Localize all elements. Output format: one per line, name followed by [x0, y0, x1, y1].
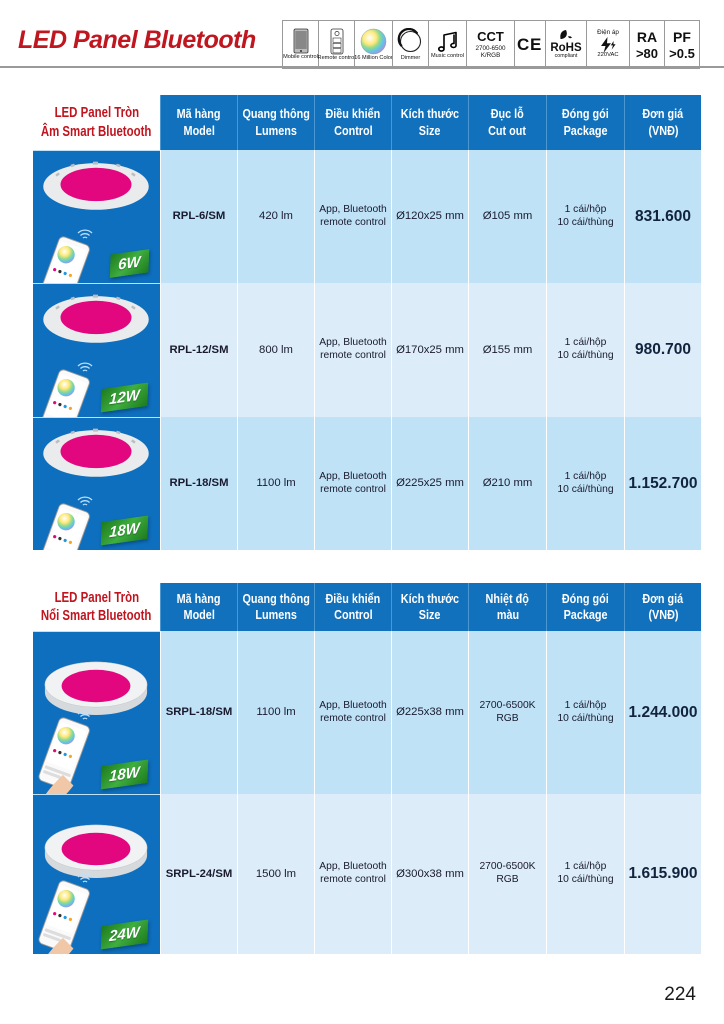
svg-text:C: C — [517, 36, 529, 53]
svg-text:E: E — [530, 36, 541, 53]
